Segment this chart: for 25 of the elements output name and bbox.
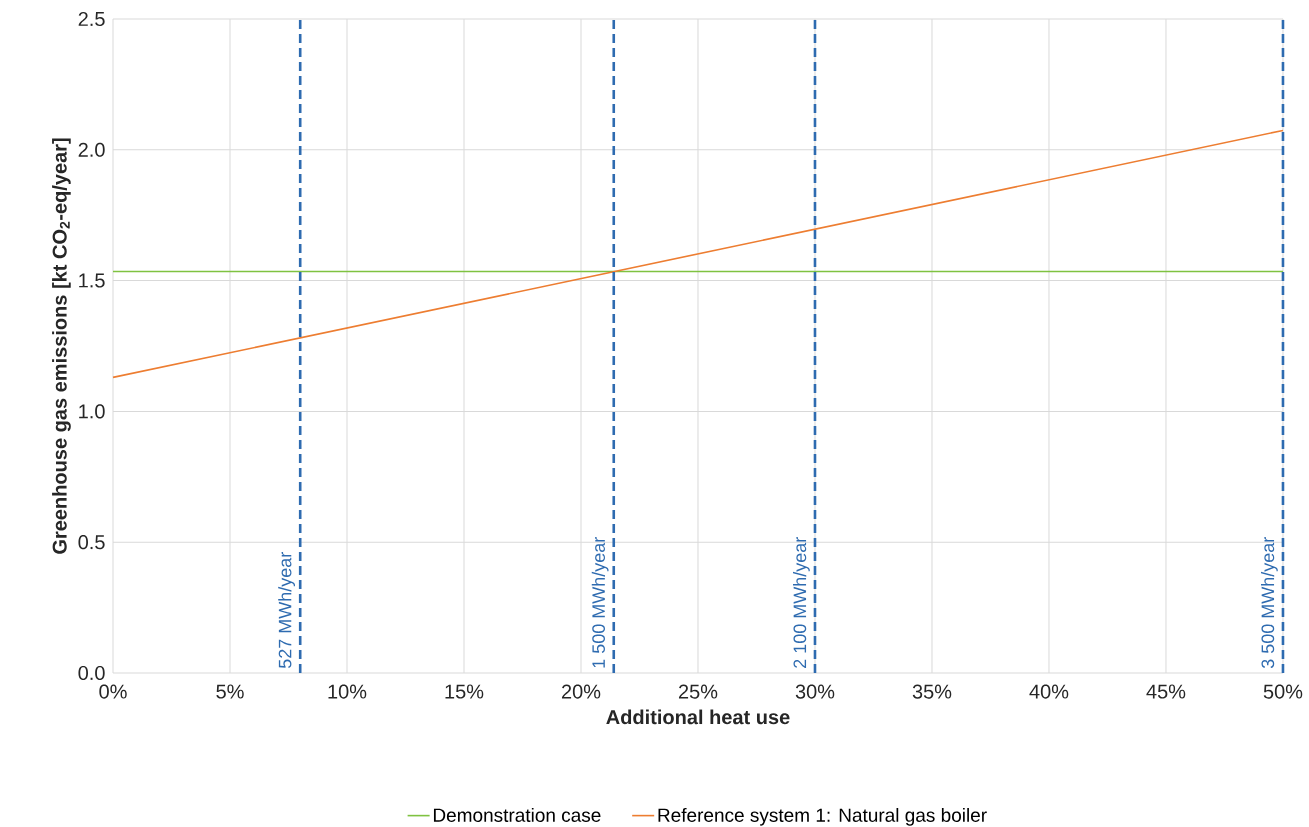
ref-line-label: 1 500 MWh/year (591, 536, 609, 668)
x-tick-label: 5% (216, 684, 244, 699)
x-tick-label: 10% (328, 684, 367, 699)
x-tick-label: 40% (1029, 684, 1069, 699)
x-tick-label: 35% (912, 684, 952, 699)
x-tick-label: 15% (445, 684, 484, 699)
x-tick-label: 20% (561, 684, 601, 699)
x-tick-label: 25% (678, 684, 718, 699)
ref-line-label: 2 100 MWh/year (793, 536, 810, 668)
x-tick-label: 45% (1146, 684, 1186, 699)
y-axis-title: Greenhouse gas emissions [kt CO$_{2}$-eq/year] (52, 138, 71, 554)
ref-line-label: 3 500 MWh/year (1260, 536, 1278, 668)
y-tick-label: 1.0 (79, 404, 105, 419)
y-tick-label: 2.5 (78, 11, 105, 26)
y-tick-label: 2.0 (78, 142, 105, 157)
y-tick-label: 1.5 (79, 273, 105, 288)
x-tick-label: 30% (795, 684, 835, 699)
y-tick-label: 0.0 (78, 665, 105, 680)
y-tick-label: 0.5 (78, 534, 105, 550)
legend-label: Demonstration case (433, 807, 601, 822)
ref-line-label: 527 MWh/year (278, 551, 295, 668)
x-axis-title: Additional heat use (606, 709, 790, 725)
x-tick-label: 0% (99, 684, 127, 699)
legend-label: Reference system 1: Natural gas boiler (658, 807, 987, 826)
x-tick-label: 50% (1263, 684, 1303, 699)
